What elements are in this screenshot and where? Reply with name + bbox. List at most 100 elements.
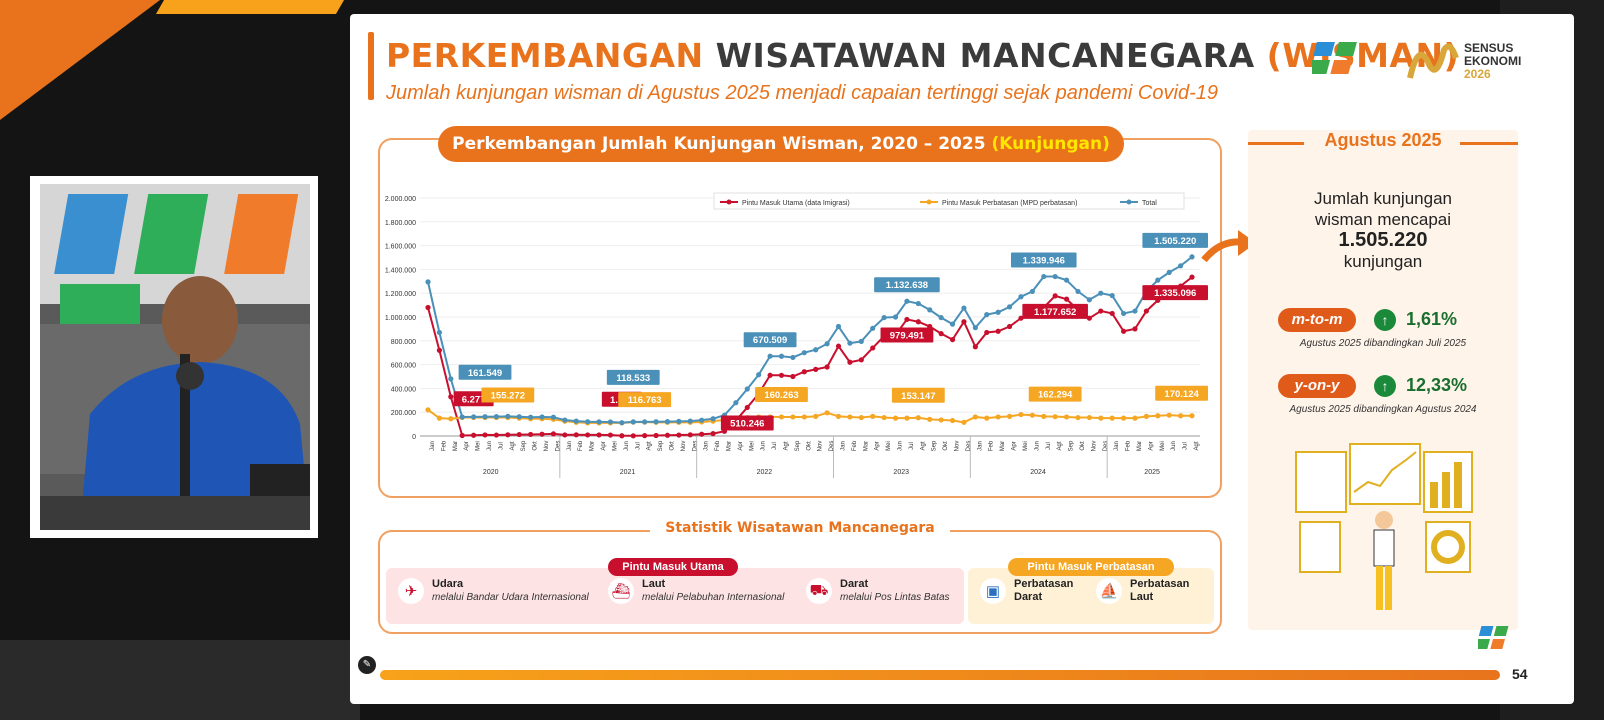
- data-point-main: [801, 369, 807, 375]
- legend-box: [713, 192, 1185, 210]
- data-point-main: [790, 373, 796, 380]
- mtm-badge: m-to-m: [1278, 308, 1356, 332]
- data-label-box: [1022, 303, 1088, 319]
- background-stripe: [0, 640, 360, 720]
- x-tick-label: Agt: [1194, 441, 1200, 450]
- x-tick-label: Apr: [464, 441, 470, 450]
- data-label: 1.132.638: [886, 280, 928, 291]
- x-tick-label: Agt: [920, 441, 926, 450]
- y-tick-label: 200.000: [391, 410, 416, 417]
- data-point-main: [972, 344, 978, 350]
- y-tick-label: 600.000: [391, 363, 416, 370]
- yoy-badge: y-on-y: [1278, 374, 1356, 398]
- data-point-total: [699, 417, 705, 423]
- truck-icon: ⛟: [806, 578, 832, 604]
- data-point-total: [1052, 273, 1058, 280]
- logo-line-2: EKONOMI: [1464, 54, 1522, 68]
- data-point-main: [664, 432, 671, 438]
- data-label: 1.335.096: [1154, 288, 1196, 299]
- highlight-value: 1.505.220: [1338, 229, 1428, 251]
- x-tick-label: Okt: [806, 441, 812, 451]
- entry-border-land: ▣ Perbatasan Darat: [980, 578, 1073, 604]
- data-point-main: [904, 316, 910, 323]
- data-point-total: [1063, 277, 1070, 283]
- entry-air: ✈ Udara melalui Bandar Udara Internasiona…: [398, 578, 589, 604]
- arrow-up-icon: ↑: [1374, 309, 1396, 331]
- x-tick-label: Jan: [841, 441, 847, 451]
- data-label: 116.763: [628, 395, 662, 406]
- data-label-box: [1028, 386, 1082, 402]
- data-point-main: [870, 345, 876, 351]
- data-point-border: [995, 414, 1001, 420]
- data-point-border: [1155, 413, 1161, 419]
- x-tick-label: Apr: [601, 441, 607, 450]
- data-point-total: [550, 414, 557, 420]
- data-point-border: [858, 414, 864, 421]
- data-point-border: [1018, 411, 1024, 418]
- data-point-main: [710, 431, 716, 437]
- data-point-total: [915, 300, 921, 307]
- data-point-main: [642, 433, 648, 439]
- data-label: 170.124: [1164, 389, 1199, 400]
- data-point-total: [642, 419, 648, 425]
- data-point-border: [984, 415, 990, 421]
- y-tick-label: 2.000.000: [385, 196, 416, 203]
- x-tick-label: Des: [692, 441, 698, 452]
- bus-icon: ▣: [980, 578, 1006, 604]
- data-label-box: [891, 387, 945, 403]
- data-point-border: [1120, 415, 1127, 421]
- data-point-total: [1018, 294, 1024, 300]
- data-point-total: [1120, 310, 1127, 317]
- x-tick-label: Nov: [955, 441, 961, 452]
- entry-desc: Darat: [1014, 591, 1043, 603]
- data-point-main: [471, 432, 477, 438]
- x-tick-label: Agt: [783, 441, 789, 450]
- data-point-total: [482, 414, 488, 420]
- bps-logo-small-icon: [1475, 626, 1509, 649]
- data-point-border: [927, 416, 933, 422]
- legend-label: Total: [1142, 200, 1157, 207]
- yoy-note: Agustus 2025 dibandingkan Agustus 2024: [1289, 404, 1477, 415]
- x-tick-label: Okt: [533, 441, 539, 451]
- data-point-main: [744, 404, 750, 411]
- bps-logo-small: [1475, 624, 1518, 659]
- x-tick-label: Mei: [749, 441, 755, 451]
- data-point-total: [1029, 288, 1035, 295]
- data-point-border: [778, 414, 785, 420]
- data-point-total: [767, 353, 773, 359]
- data-point-total: [1189, 254, 1195, 260]
- x-tick-label: Des: [1103, 441, 1109, 452]
- data-point-total: [995, 309, 1001, 315]
- data-label: 1.505.220: [1154, 236, 1196, 247]
- page-number: 54: [1512, 666, 1528, 682]
- chart-title-unit: (Kunjungan): [991, 134, 1110, 154]
- x-tick-label: Feb: [852, 440, 858, 451]
- data-point-total: [493, 414, 500, 420]
- y-tick-label: 1.000.000: [385, 315, 416, 322]
- data-point-total: [984, 312, 990, 318]
- data-point-main: [699, 431, 705, 437]
- x-tick-label: Feb: [715, 440, 721, 451]
- data-point-border: [1177, 413, 1184, 419]
- x-tick-label: Nov: [544, 441, 550, 452]
- x-tick-label: Jul: [909, 442, 915, 450]
- data-point-total: [927, 307, 933, 313]
- data-label: 153.147: [901, 391, 935, 402]
- data-point-total: [949, 321, 956, 327]
- data-point-main: [425, 304, 431, 311]
- data-label: 1.177.652: [1034, 307, 1076, 318]
- data-point-total: [528, 414, 534, 420]
- data-point-main: [550, 431, 557, 437]
- data-point-border: [813, 413, 819, 419]
- x-tick-label: Mei: [1023, 441, 1029, 451]
- edit-icon[interactable]: ✎: [358, 656, 376, 674]
- data-point-main: [824, 364, 830, 370]
- data-point-main: [528, 431, 534, 438]
- bps-logo: [1308, 38, 1382, 84]
- data-label-box: [880, 327, 934, 343]
- data-point-total: [596, 419, 602, 425]
- data-point-total: [1166, 269, 1172, 275]
- x-tick-label: Jul: [772, 442, 778, 450]
- data-point-main: [562, 432, 568, 438]
- x-tick-label: Jun: [487, 441, 493, 451]
